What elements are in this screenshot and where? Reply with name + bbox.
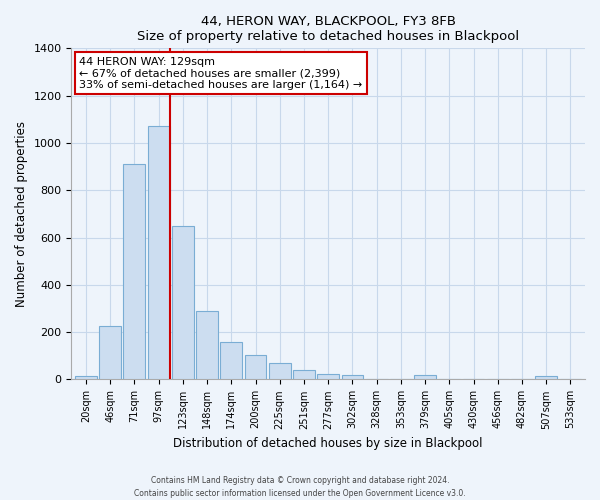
Bar (341, 374, 364, 380)
Bar (293, 370, 315, 380)
Y-axis label: Number of detached properties: Number of detached properties (15, 121, 28, 307)
Title: 44, HERON WAY, BLACKPOOL, FY3 8FB
Size of property relative to detached houses i: 44, HERON WAY, BLACKPOOL, FY3 8FB Size o… (137, 15, 519, 43)
Text: Contains HM Land Registry data © Crown copyright and database right 2024.
Contai: Contains HM Land Registry data © Crown c… (134, 476, 466, 498)
Bar (535, 376, 557, 380)
Bar (148, 126, 170, 380)
Bar (245, 354, 266, 380)
Text: 44 HERON WAY: 129sqm
← 67% of detached houses are smaller (2,399)
33% of semi-de: 44 HERON WAY: 129sqm ← 67% of detached h… (79, 56, 362, 90)
Bar (172, 226, 194, 380)
Bar (269, 364, 290, 380)
Bar (317, 374, 339, 380)
Bar (414, 375, 436, 380)
Bar (220, 342, 242, 380)
Bar (75, 376, 97, 380)
Bar (99, 326, 121, 380)
X-axis label: Distribution of detached houses by size in Blackpool: Distribution of detached houses by size … (173, 437, 483, 450)
Bar (124, 164, 145, 380)
Bar (196, 311, 218, 380)
